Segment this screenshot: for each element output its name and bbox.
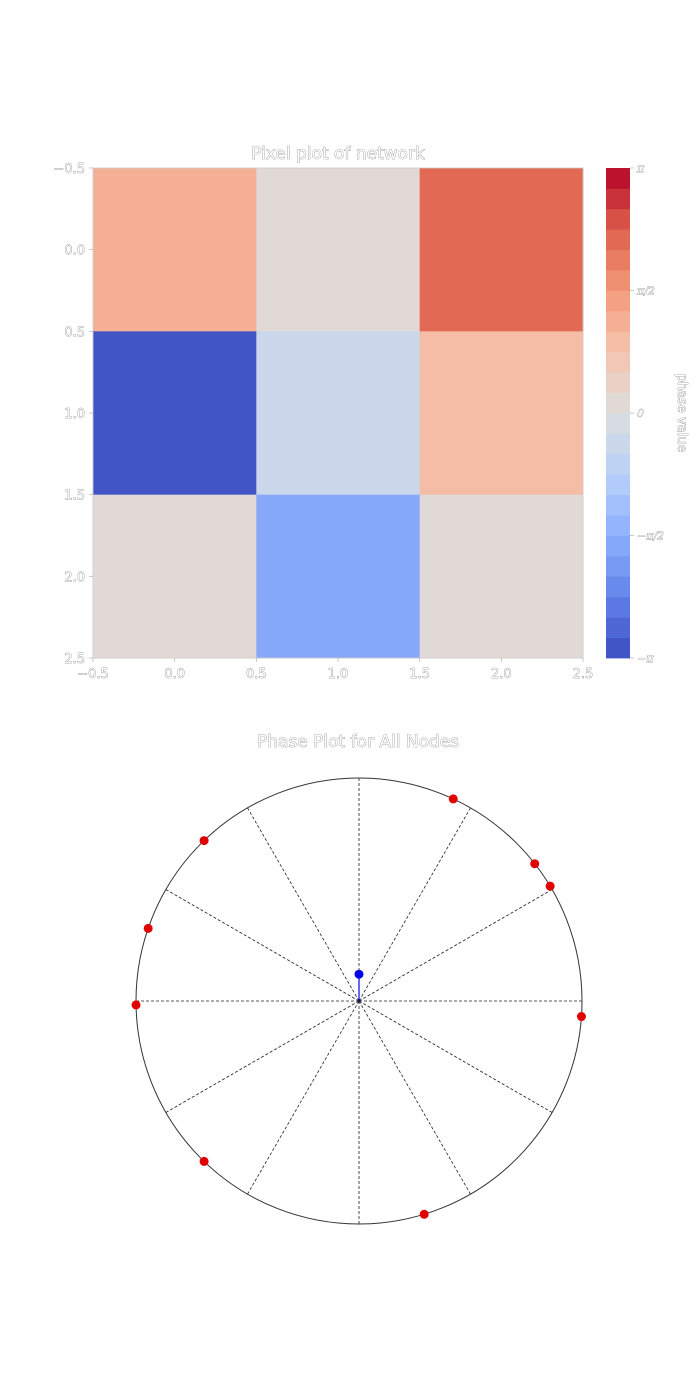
colorbar-band bbox=[606, 576, 630, 598]
colorbar-band bbox=[606, 413, 630, 434]
polar-title: Phase Plot for All Nodes bbox=[257, 732, 459, 752]
colorbar-band bbox=[606, 453, 630, 475]
colorbar-band bbox=[606, 637, 630, 659]
heatmap-cell bbox=[256, 494, 421, 659]
polar-radial-line bbox=[358, 889, 553, 1002]
colorbar-tick-label: π bbox=[636, 162, 645, 175]
colorbar-tick-label: π/2 bbox=[636, 284, 655, 297]
heatmap-cell bbox=[256, 168, 421, 332]
heatmap-y-axis: −0.5 0.0 0.5 1.0 1.5 2.0 2.5 bbox=[53, 162, 93, 667]
colorbar-band bbox=[606, 168, 630, 189]
x-tick-label: 2.0 bbox=[491, 667, 512, 682]
y-tick-label: 0.0 bbox=[64, 244, 85, 259]
y-tick-label: 2.5 bbox=[64, 652, 85, 667]
colorbar-tick-label: −π bbox=[637, 652, 654, 665]
x-tick-label: 2.5 bbox=[573, 667, 594, 682]
polar-radial-lines bbox=[136, 778, 582, 1224]
colorbar-band bbox=[606, 208, 630, 230]
colorbar-ticks: π π/2 0 −π/2 −π bbox=[630, 162, 664, 665]
x-tick-label: 0.5 bbox=[246, 667, 267, 682]
phase-point bbox=[131, 1000, 141, 1010]
heatmap-cell bbox=[93, 168, 257, 332]
polar-radial-line bbox=[165, 1000, 360, 1113]
colorbar-band bbox=[606, 351, 630, 373]
phase-point bbox=[419, 1209, 429, 1219]
x-tick-label: 0.0 bbox=[164, 667, 185, 682]
polar-radial-line bbox=[358, 1000, 553, 1113]
colorbar-band bbox=[606, 392, 630, 414]
colorbar-band bbox=[606, 555, 630, 577]
polar-radial-line bbox=[358, 1000, 471, 1195]
colorbar-band bbox=[606, 229, 630, 251]
heatmap-cell bbox=[93, 494, 257, 659]
polar-radial-line bbox=[247, 1000, 360, 1195]
heatmap-cell bbox=[419, 494, 584, 659]
colorbar-band bbox=[606, 249, 630, 271]
colorbar-band bbox=[606, 474, 630, 496]
colorbar-tick-label: −π/2 bbox=[637, 530, 664, 543]
polar-radial-line bbox=[247, 807, 360, 1002]
heatmap-title: Pixel plot of network bbox=[251, 144, 425, 164]
colorbar-band bbox=[606, 270, 630, 291]
heatmap-cell bbox=[419, 331, 584, 496]
heatmap-cell bbox=[93, 331, 257, 496]
heatmap-cell bbox=[256, 331, 421, 496]
polar-radial-line bbox=[165, 889, 360, 1002]
phase-point bbox=[530, 859, 540, 869]
colorbar-band bbox=[606, 310, 630, 332]
colorbar-label: phase value bbox=[674, 374, 689, 453]
colorbar-band bbox=[606, 494, 630, 516]
x-tick-label: 1.5 bbox=[409, 667, 430, 682]
heatmap-cells bbox=[93, 168, 584, 659]
y-tick-label: −0.5 bbox=[53, 162, 85, 177]
colorbar-band bbox=[606, 433, 630, 455]
colorbar-band bbox=[606, 535, 630, 557]
colorbar-band bbox=[606, 331, 630, 353]
phase-point bbox=[199, 1156, 209, 1166]
phase-point bbox=[448, 794, 458, 804]
heatmap-chart: Pixel plot of network −0.5 0.0 0.5 1.0 1.5 2.… bbox=[53, 144, 594, 683]
x-tick-label: 1.0 bbox=[328, 667, 349, 682]
colorbar-band bbox=[606, 515, 630, 536]
phase-point bbox=[199, 836, 209, 846]
polar-points bbox=[131, 794, 586, 1219]
polar-mean-vector bbox=[354, 969, 364, 1001]
colorbar-band bbox=[606, 188, 630, 210]
y-tick-label: 1.5 bbox=[64, 489, 85, 504]
phase-point bbox=[576, 1012, 586, 1022]
colorbar: π π/2 0 −π/2 −π phase value bbox=[606, 162, 689, 665]
colorbar-band bbox=[606, 596, 630, 618]
colorbar-band bbox=[606, 617, 630, 638]
mean-vector-point bbox=[354, 969, 364, 979]
phase-point bbox=[143, 923, 153, 933]
x-tick-label: −0.5 bbox=[77, 667, 109, 682]
polar-radial-line bbox=[358, 807, 471, 1002]
colorbar-band bbox=[606, 290, 630, 312]
heatmap-x-axis: −0.5 0.0 0.5 1.0 1.5 2.0 2.5 bbox=[77, 658, 594, 682]
phase-point bbox=[545, 881, 555, 891]
colorbar-bands bbox=[606, 168, 630, 659]
y-tick-label: 2.0 bbox=[64, 570, 85, 585]
heatmap-cell bbox=[419, 168, 584, 332]
y-tick-label: 1.0 bbox=[64, 407, 85, 422]
colorbar-band bbox=[606, 372, 630, 393]
y-tick-label: 0.5 bbox=[64, 325, 85, 340]
polar-chart: Phase Plot for All Nodes bbox=[131, 732, 586, 1225]
colorbar-tick-label: 0 bbox=[637, 407, 644, 420]
